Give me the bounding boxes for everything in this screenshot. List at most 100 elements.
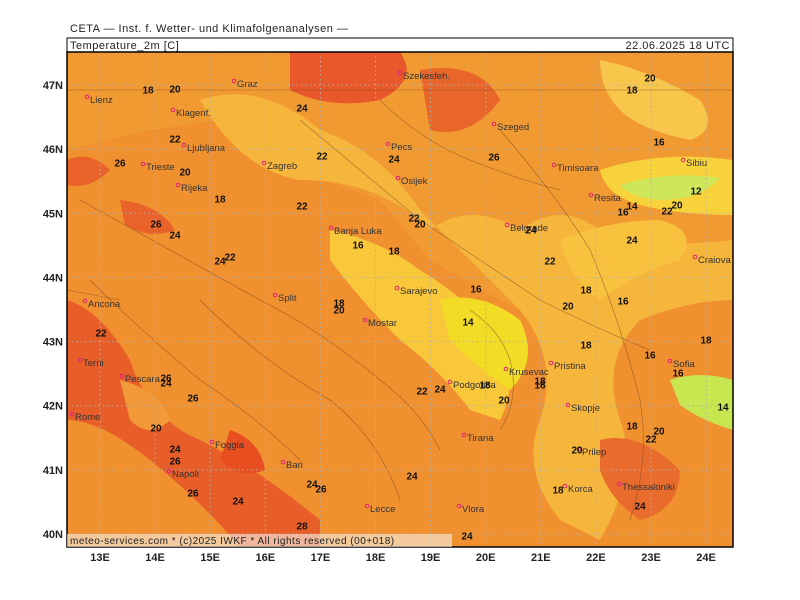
city-marker [616,481,622,487]
city-marker [209,439,215,445]
city-marker [119,373,125,379]
city-marker [394,285,400,291]
city-marker [82,298,88,304]
contour-label: 20 [150,424,162,435]
contour-label: 18 [333,299,345,310]
contour-label: 16 [672,369,684,380]
contour-label: 18 [580,286,592,297]
lon-label: 21E [531,552,551,564]
contour-label: 20 [498,396,510,407]
contour-label: 16 [617,297,629,308]
institute: CETA — Inst. f. Wetter- und Klimafolgena… [70,23,348,35]
lon-label: 15E [200,552,220,564]
city-label: Pescara [125,374,161,385]
contour-label: 18 [552,486,564,497]
city-marker [548,360,554,366]
contour-label: 22 [408,214,420,225]
city-label: Lecce [370,504,395,515]
contour-label: 18 [580,341,592,352]
lat-label: 46N [43,144,63,156]
city-label: Rijeka [181,183,208,194]
contour-label: 20 [414,220,426,231]
contour-label: 22 [661,207,673,218]
city-marker [170,107,176,113]
contour-label: 16 [653,138,665,149]
contour-label: 22 [296,202,308,213]
contour-label: 26 [114,159,126,170]
lat-label: 40N [43,529,63,541]
city-marker [166,468,172,474]
city-marker [397,70,403,76]
contour-label: 18 [479,381,491,392]
contour-label: 12 [690,187,702,198]
contour-label: 16 [352,241,364,252]
contour-label: 24 [461,532,473,543]
lat-label: 45N [43,208,63,220]
city-marker [84,94,90,100]
city-label: Graz [237,79,258,90]
lon-label: 16E [256,552,276,564]
city-label: Korca [568,484,594,495]
contour-label: 24 [406,472,418,483]
contour-label: 24 [434,385,446,396]
contour-label: 26 [488,153,500,164]
footer-bg [67,534,452,547]
city-marker [503,366,509,372]
contour-label: 20 [571,446,583,457]
lon-label: 19E [421,552,441,564]
city-label: Thessaloniki [622,482,675,493]
contour-label: 18 [388,247,400,258]
city-marker [385,141,391,147]
city-label: Split [278,293,297,304]
city-label: Napoli [172,469,199,480]
city-label: Krusevac [509,367,549,378]
contour-label: 22 [95,329,107,340]
city-label: Pristina [554,361,586,372]
city-marker [69,411,75,417]
contour-label: 14 [717,403,729,414]
contour-label: 18 [214,195,226,206]
contour-label: 14 [626,202,638,213]
city-marker [562,483,568,489]
contour-label: 24 [634,502,646,513]
city-label: Bari [286,460,303,471]
city-marker [231,78,237,84]
city-marker [362,317,368,323]
contour-label: 16 [644,351,656,362]
contour-label: 24 [214,257,226,268]
city-label: Tirana [467,433,494,444]
city-label: Ancona [88,299,121,310]
city-label: Trieste [146,162,175,173]
city-label: Zagreb [267,161,297,172]
contour-label: 20 [562,302,574,313]
lon-label: 17E [311,552,331,564]
city-marker [280,459,286,465]
contour-label: 22 [416,387,428,398]
contour-label: 26 [187,394,199,405]
city-label: Mostar [368,318,397,329]
city-marker [576,446,582,452]
city-label: Prilep [582,447,606,458]
city-marker [447,379,453,385]
city-label: Lienz [90,95,113,106]
contour-label: 20 [644,74,656,85]
lon-label: 14E [145,552,165,564]
contour-label: 24 [306,480,318,491]
contour-label: 14 [462,318,474,329]
city-label: Banja Luka [334,226,382,237]
city-label: Skopje [571,403,600,414]
contour-label: 24 [169,445,181,456]
copyright: meteo-services.com * (c)2025 IWKF * All … [70,536,395,547]
city-label: Szeged [497,122,529,133]
lat-label: 44N [43,272,63,284]
contour-label: 22 [544,257,556,268]
city-label: Klagenf. [176,108,211,119]
lon-label: 24E [696,552,716,564]
contour-label: 22 [316,152,328,163]
city-marker [680,157,686,163]
city-marker [551,162,557,168]
city-label: Rome [75,412,100,423]
lon-label: 18E [366,552,386,564]
lon-label: 13E [90,552,110,564]
